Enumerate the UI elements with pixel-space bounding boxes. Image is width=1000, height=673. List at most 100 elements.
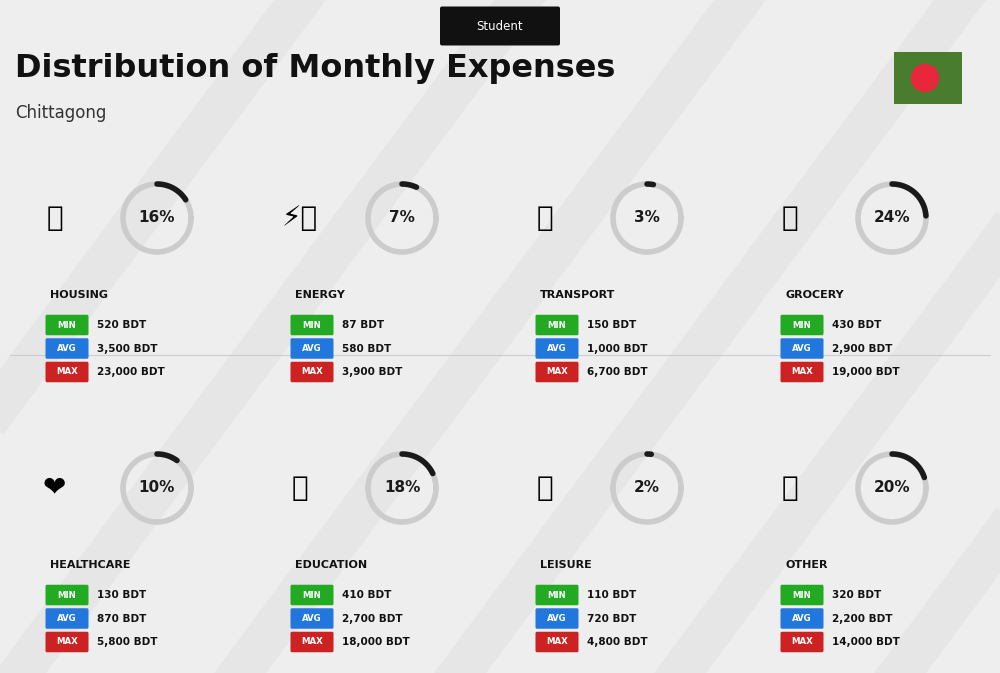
FancyBboxPatch shape — [45, 315, 88, 335]
FancyBboxPatch shape — [781, 632, 824, 652]
FancyBboxPatch shape — [290, 632, 334, 652]
Text: MAX: MAX — [301, 367, 323, 376]
FancyBboxPatch shape — [781, 339, 824, 359]
Text: ⚡🏠: ⚡🏠 — [282, 204, 318, 232]
Text: 87 BDT: 87 BDT — [342, 320, 384, 330]
Text: AVG: AVG — [792, 614, 812, 623]
Text: MIN: MIN — [793, 590, 811, 600]
Text: 320 BDT: 320 BDT — [832, 590, 881, 600]
FancyBboxPatch shape — [536, 632, 578, 652]
Text: MAX: MAX — [301, 637, 323, 647]
FancyBboxPatch shape — [440, 7, 560, 46]
Text: 3,900 BDT: 3,900 BDT — [342, 367, 402, 377]
Text: 23,000 BDT: 23,000 BDT — [97, 367, 165, 377]
Text: 720 BDT: 720 BDT — [587, 614, 636, 623]
FancyBboxPatch shape — [45, 585, 88, 605]
Text: MAX: MAX — [56, 367, 78, 376]
Text: MAX: MAX — [546, 367, 568, 376]
Text: 520 BDT: 520 BDT — [97, 320, 146, 330]
Text: EDUCATION: EDUCATION — [295, 560, 367, 570]
Text: AVG: AVG — [792, 344, 812, 353]
Text: MIN: MIN — [303, 320, 321, 330]
Text: 5,800 BDT: 5,800 BDT — [97, 637, 158, 647]
Text: 2,200 BDT: 2,200 BDT — [832, 614, 893, 623]
Text: 2%: 2% — [634, 481, 660, 495]
Text: 110 BDT: 110 BDT — [587, 590, 636, 600]
Text: AVG: AVG — [547, 344, 567, 353]
FancyBboxPatch shape — [290, 339, 334, 359]
FancyBboxPatch shape — [781, 585, 824, 605]
FancyBboxPatch shape — [290, 585, 334, 605]
FancyBboxPatch shape — [894, 52, 962, 104]
Text: 18,000 BDT: 18,000 BDT — [342, 637, 410, 647]
Text: ❤️: ❤️ — [43, 474, 67, 502]
Text: Student: Student — [477, 20, 523, 32]
Text: 🛍️: 🛍️ — [537, 474, 553, 502]
FancyBboxPatch shape — [536, 315, 578, 335]
Text: 🛒: 🛒 — [782, 204, 798, 232]
Text: Distribution of Monthly Expenses: Distribution of Monthly Expenses — [15, 52, 615, 83]
Circle shape — [912, 65, 938, 92]
FancyBboxPatch shape — [781, 608, 824, 629]
Text: 18%: 18% — [384, 481, 420, 495]
Text: 4,800 BDT: 4,800 BDT — [587, 637, 648, 647]
Text: OTHER: OTHER — [785, 560, 828, 570]
Text: MIN: MIN — [58, 320, 76, 330]
Text: HOUSING: HOUSING — [50, 290, 108, 300]
Text: ENERGY: ENERGY — [295, 290, 345, 300]
Text: 🚌: 🚌 — [537, 204, 553, 232]
Text: AVG: AVG — [547, 614, 567, 623]
Text: 2,700 BDT: 2,700 BDT — [342, 614, 403, 623]
Text: MAX: MAX — [791, 637, 813, 647]
Text: AVG: AVG — [57, 614, 77, 623]
Text: Chittagong: Chittagong — [15, 104, 106, 122]
Text: 6,700 BDT: 6,700 BDT — [587, 367, 648, 377]
FancyBboxPatch shape — [536, 362, 578, 382]
FancyBboxPatch shape — [45, 632, 88, 652]
Text: 24%: 24% — [874, 211, 910, 225]
Text: MIN: MIN — [793, 320, 811, 330]
Text: 10%: 10% — [139, 481, 175, 495]
Text: MIN: MIN — [303, 590, 321, 600]
Text: LEISURE: LEISURE — [540, 560, 592, 570]
Text: 2,900 BDT: 2,900 BDT — [832, 343, 892, 353]
Text: 🎓: 🎓 — [292, 474, 308, 502]
FancyBboxPatch shape — [45, 608, 88, 629]
Text: 3%: 3% — [634, 211, 660, 225]
FancyBboxPatch shape — [290, 608, 334, 629]
Text: 14,000 BDT: 14,000 BDT — [832, 637, 900, 647]
FancyBboxPatch shape — [45, 362, 88, 382]
FancyBboxPatch shape — [536, 585, 578, 605]
Text: 💰: 💰 — [782, 474, 798, 502]
Text: MIN: MIN — [548, 590, 566, 600]
Text: MAX: MAX — [546, 637, 568, 647]
Text: AVG: AVG — [302, 614, 322, 623]
Text: GROCERY: GROCERY — [785, 290, 844, 300]
FancyBboxPatch shape — [290, 362, 334, 382]
Text: 19,000 BDT: 19,000 BDT — [832, 367, 900, 377]
FancyBboxPatch shape — [45, 339, 88, 359]
Text: 870 BDT: 870 BDT — [97, 614, 146, 623]
FancyBboxPatch shape — [781, 315, 824, 335]
Text: 130 BDT: 130 BDT — [97, 590, 146, 600]
Text: MIN: MIN — [548, 320, 566, 330]
Text: TRANSPORT: TRANSPORT — [540, 290, 615, 300]
Text: 430 BDT: 430 BDT — [832, 320, 881, 330]
Text: MAX: MAX — [791, 367, 813, 376]
Text: 🏢: 🏢 — [47, 204, 63, 232]
FancyBboxPatch shape — [290, 315, 334, 335]
Text: 1,000 BDT: 1,000 BDT — [587, 343, 648, 353]
Text: AVG: AVG — [302, 344, 322, 353]
Text: 20%: 20% — [874, 481, 910, 495]
FancyBboxPatch shape — [536, 608, 578, 629]
Text: MIN: MIN — [58, 590, 76, 600]
FancyBboxPatch shape — [536, 339, 578, 359]
Text: AVG: AVG — [57, 344, 77, 353]
Text: 3,500 BDT: 3,500 BDT — [97, 343, 158, 353]
FancyBboxPatch shape — [781, 362, 824, 382]
Text: 7%: 7% — [389, 211, 415, 225]
Text: 410 BDT: 410 BDT — [342, 590, 391, 600]
Text: 580 BDT: 580 BDT — [342, 343, 391, 353]
Text: HEALTHCARE: HEALTHCARE — [50, 560, 130, 570]
Text: 150 BDT: 150 BDT — [587, 320, 636, 330]
